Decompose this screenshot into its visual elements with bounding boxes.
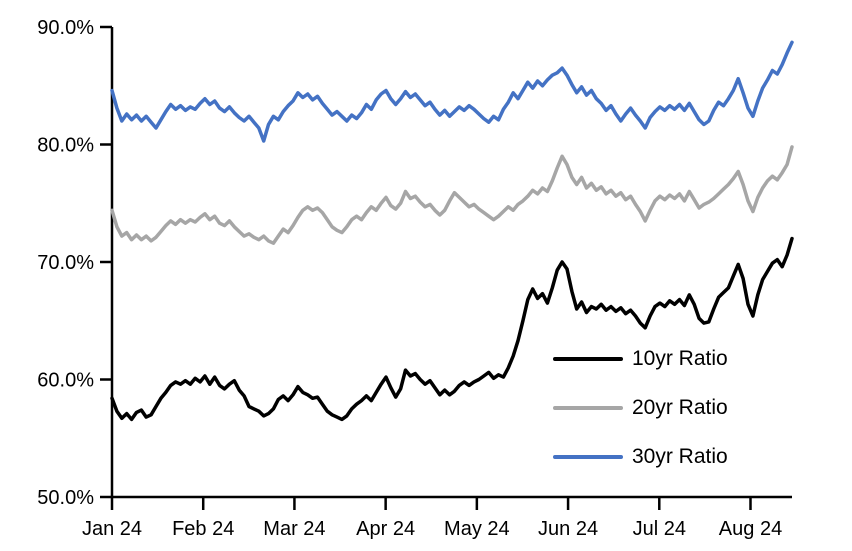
x-tick-label: Feb 24 [172, 518, 234, 540]
y-tick-label: 70.0% [37, 252, 94, 274]
x-tick-label: Mar 24 [263, 518, 325, 540]
series-line-30yr-ratio [110, 40, 794, 143]
series-line-20yr-ratio [110, 145, 794, 245]
y-tick-label: 60.0% [37, 370, 94, 392]
legend-label: 10yr Ratio [632, 347, 728, 370]
y-tick-label: 50.0% [37, 487, 94, 509]
x-tick-label: Apr 24 [356, 518, 415, 540]
legend-item-20yr-ratio: 20yr Ratio [553, 396, 728, 420]
x-tick-label: Aug 24 [719, 518, 782, 540]
y-tick-label: 90.0% [37, 17, 94, 39]
x-tick-label: Jul 24 [633, 518, 686, 540]
series-line-10yr-ratio [110, 236, 794, 422]
legend-item-10yr-ratio: 10yr Ratio [553, 347, 728, 371]
legend-swatch-line [553, 455, 623, 459]
legend-swatch-line [553, 406, 623, 410]
legend-label: 20yr Ratio [632, 396, 728, 419]
chart-legend: 10yr Ratio 20yr Ratio 30yr Ratio [553, 347, 728, 469]
x-tick-label: Jan 24 [82, 518, 142, 540]
legend-swatch-line [553, 357, 623, 361]
x-tick-label: May 24 [444, 518, 510, 540]
legend-item-30yr-ratio: 30yr Ratio [553, 445, 728, 469]
legend-label: 30yr Ratio [632, 445, 728, 468]
x-tick-label: Jun 24 [538, 518, 598, 540]
y-tick-label: 80.0% [37, 135, 94, 157]
